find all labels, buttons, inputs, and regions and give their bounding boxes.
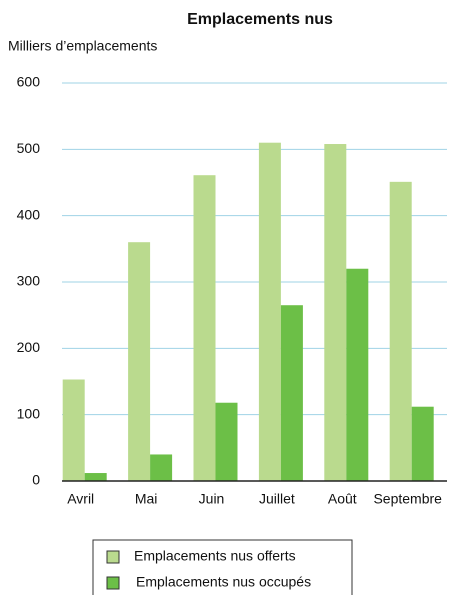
bar [84, 473, 107, 481]
bar [389, 181, 412, 481]
y-tick-label: 200 [17, 339, 41, 355]
bar [258, 142, 281, 481]
bar [324, 144, 347, 481]
bar [150, 454, 173, 481]
y-tick-label: 100 [17, 405, 41, 421]
y-axis-label: Milliers d’emplacements [8, 38, 157, 54]
y-tick-label: 400 [17, 206, 41, 222]
bar [128, 242, 151, 481]
bar [215, 402, 238, 481]
x-tick-label: Septembre [373, 491, 442, 507]
x-tick-label: Août [328, 491, 357, 507]
legend-swatch [106, 576, 120, 590]
legend-swatch [106, 550, 120, 564]
bar [411, 406, 434, 481]
y-tick-label: 300 [17, 273, 41, 289]
bar [280, 305, 303, 481]
legend-box [92, 539, 353, 595]
bar [62, 379, 85, 481]
y-tick-label: 500 [17, 140, 41, 156]
legend-label: Emplacements nus offerts [134, 548, 296, 564]
bar [346, 268, 369, 481]
chart-title: Emplacements nus [187, 11, 333, 28]
x-tick-label: Juin [199, 491, 225, 507]
bar [193, 175, 216, 481]
x-tick-label: Mai [135, 491, 158, 507]
y-tick-label: 0 [32, 472, 40, 488]
x-tick-label: Juillet [259, 491, 295, 507]
y-tick-label: 600 [17, 74, 41, 90]
x-tick-label: Avril [67, 491, 94, 507]
legend-label: Emplacements nus occupés [136, 574, 311, 590]
